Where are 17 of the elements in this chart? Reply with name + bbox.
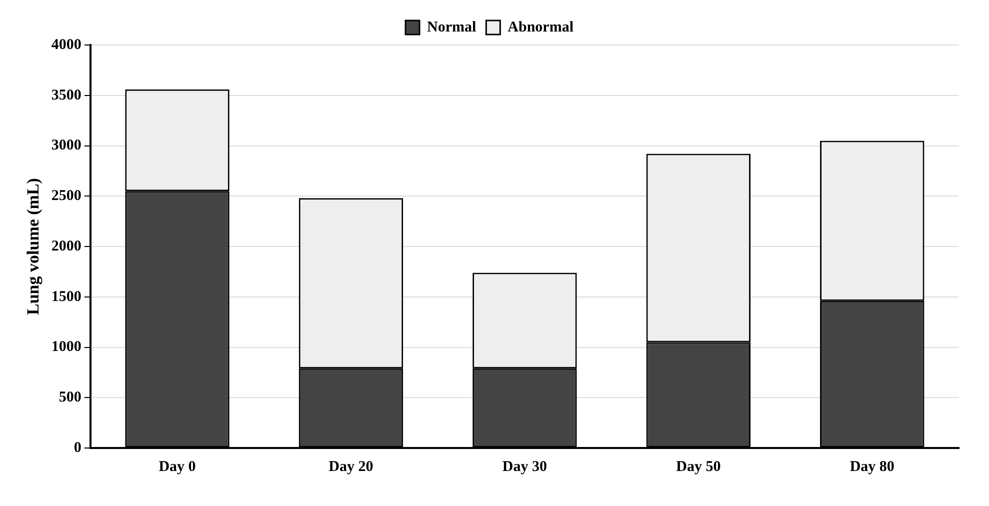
x-tick-label: Day 30 (502, 458, 547, 475)
legend-label: Normal (427, 19, 476, 36)
y-tick-label: 1500 (51, 288, 82, 305)
x-tick-label: Day 80 (850, 458, 894, 475)
y-tick-label: 3500 (51, 87, 82, 104)
y-tick-label: 2500 (51, 188, 82, 204)
y-tick-label: 3000 (51, 138, 82, 154)
legend-label: Abnormal (508, 19, 574, 36)
y-axis-title: Lung volume (mL) (24, 178, 43, 315)
y-tick-label: 500 (58, 390, 82, 406)
y-tick-label: 1000 (51, 339, 82, 356)
y-tick-label: 2000 (51, 238, 82, 254)
x-tick-label: Day 50 (676, 458, 721, 475)
y-tick-label: 0 (74, 440, 82, 456)
x-tick-label: Day 0 (158, 458, 196, 475)
x-tick-label: Day 20 (328, 458, 374, 475)
y-tick-label: 4000 (51, 36, 82, 53)
